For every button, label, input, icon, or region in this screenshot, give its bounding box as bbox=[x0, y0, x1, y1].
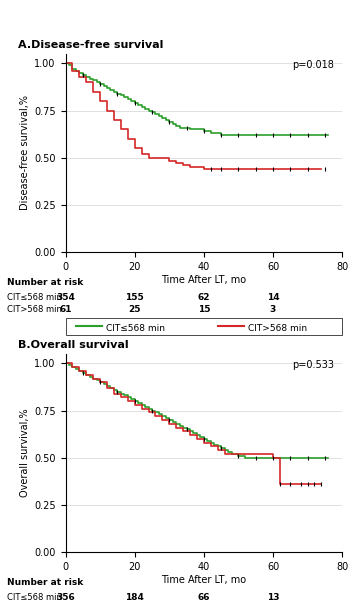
Text: CIT>568 min: CIT>568 min bbox=[248, 323, 306, 332]
Text: 354: 354 bbox=[56, 293, 75, 302]
Text: 3: 3 bbox=[270, 305, 276, 314]
Text: 66: 66 bbox=[198, 593, 210, 600]
X-axis label: Time After LT, mo: Time After LT, mo bbox=[161, 575, 246, 584]
Text: B.Overall survival: B.Overall survival bbox=[19, 340, 129, 350]
Text: CIT≤568 min: CIT≤568 min bbox=[106, 323, 165, 332]
Text: 15: 15 bbox=[198, 305, 210, 314]
Text: CIT>568 min: CIT>568 min bbox=[7, 305, 62, 314]
Text: p=0.018: p=0.018 bbox=[292, 60, 334, 70]
Y-axis label: Overall survival,%: Overall survival,% bbox=[20, 409, 30, 497]
X-axis label: Time After LT, mo: Time After LT, mo bbox=[161, 275, 246, 284]
Text: CIT≤568 min: CIT≤568 min bbox=[7, 593, 62, 600]
Y-axis label: Disease-free survival,%: Disease-free survival,% bbox=[20, 95, 30, 211]
Text: 155: 155 bbox=[125, 293, 144, 302]
Text: 13: 13 bbox=[267, 593, 279, 600]
Text: CIT≤568 min: CIT≤568 min bbox=[7, 293, 62, 302]
Text: A.Disease-free survival: A.Disease-free survival bbox=[19, 40, 164, 50]
Text: 356: 356 bbox=[56, 593, 75, 600]
Text: 184: 184 bbox=[125, 593, 144, 600]
Text: Number at risk: Number at risk bbox=[7, 278, 83, 287]
Text: p=0.533: p=0.533 bbox=[292, 360, 334, 370]
Text: 14: 14 bbox=[267, 293, 279, 302]
Text: 62: 62 bbox=[198, 293, 210, 302]
Text: 61: 61 bbox=[59, 305, 72, 314]
Text: 25: 25 bbox=[128, 305, 141, 314]
Text: Number at risk: Number at risk bbox=[7, 578, 83, 587]
